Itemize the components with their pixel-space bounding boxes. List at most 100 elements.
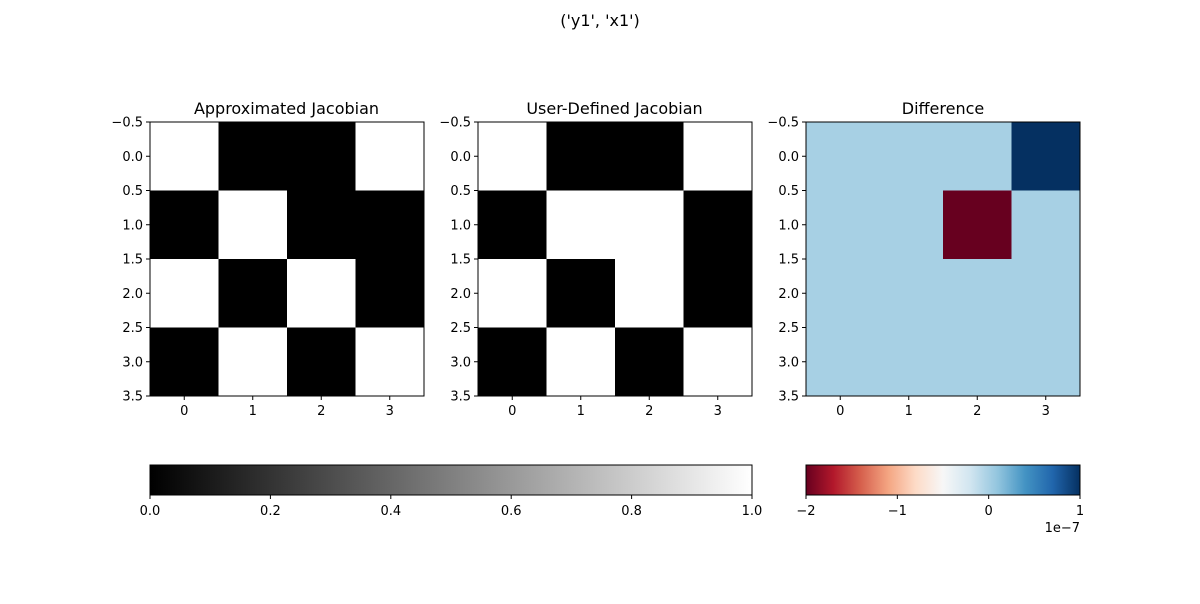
heatmap-cell (287, 122, 356, 191)
x-tick-label: 2 (973, 404, 981, 419)
y-tick-label: 1.0 (450, 218, 471, 233)
x-tick-label: 0 (180, 404, 188, 419)
heatmap-cell (806, 190, 875, 260)
heatmap-cell (683, 122, 753, 191)
y-tick-label: 2.0 (778, 287, 799, 302)
heatmap-cell (218, 122, 288, 191)
y-tick-label: 3.0 (122, 355, 143, 370)
y-tick-label: 1.0 (778, 218, 799, 233)
heatmap-cell (1011, 122, 1081, 191)
colorbar-tick-label: 0.0 (140, 504, 161, 519)
heatmap-cell (683, 190, 753, 260)
colorbar-tick-label: 0.4 (380, 504, 401, 519)
heatmap-cell (218, 259, 288, 328)
y-tick-label: 0.5 (450, 184, 471, 199)
heatmap-cell (874, 327, 944, 397)
heatmap-cell (1011, 327, 1081, 397)
heatmap-cell (546, 190, 616, 260)
panel-difference: Difference 0 1 2 3 −0.5 0.0 0.5 1.0 1.5 2.0 2.5 3.0… (767, 99, 1081, 419)
y-tick-label: 0.0 (122, 150, 143, 165)
heatmap-cell (287, 259, 356, 328)
heatmap-cell (943, 259, 1012, 328)
x-tick-label: 3 (714, 404, 722, 419)
heatmap-cell (150, 190, 219, 260)
heatmap-cell (683, 327, 753, 397)
y-tick-label: 0.0 (778, 150, 799, 165)
colorbar-tick-label: 1 (1076, 504, 1084, 519)
x-tick-label: 1 (577, 404, 585, 419)
y-tick-label: −0.5 (439, 116, 471, 131)
x-tick-label: 1 (905, 404, 913, 419)
x-tick-label: 3 (1042, 404, 1050, 419)
heatmap-cell (478, 259, 547, 328)
panel-approximated-jacobian: Approximated Jacobian 0 1 2 3 −0.5 0.0 0.5 1.0 1… (111, 99, 425, 419)
y-tick-label: 1.5 (122, 253, 143, 268)
heatmap-cell (478, 122, 547, 191)
colorbar-gradient (805, 464, 1081, 496)
heatmap-cell (615, 259, 684, 328)
heatmap-cell (150, 259, 219, 328)
y-tick-label: 2.5 (450, 321, 471, 336)
y-tick-label: 2.5 (122, 321, 143, 336)
colorbar-tick-label: 0 (985, 504, 993, 519)
y-tick-label: 1.0 (122, 218, 143, 233)
colorbar-rdbu: −2 −1 0 1 1e−7 (796, 464, 1084, 536)
heatmap-cell (943, 122, 1012, 191)
heatmap-cell (615, 327, 684, 397)
colorbar-tick-label: 1.0 (742, 504, 763, 519)
x-tick-label: 0 (836, 404, 844, 419)
heatmap-cell (1011, 259, 1081, 328)
heatmap-cell (874, 259, 944, 328)
heatmap-cell (478, 190, 547, 260)
heatmap-cell (355, 327, 425, 397)
panel-title: User-Defined Jacobian (526, 99, 702, 118)
axes-frame (805, 121, 1081, 397)
y-tick-label: 3.0 (450, 355, 471, 370)
y-tick-label: 3.5 (450, 390, 471, 405)
x-tick-label: 0 (508, 404, 516, 419)
x-tick-label: 2 (645, 404, 653, 419)
heatmap-cell (355, 190, 425, 260)
colorbar-tick-label: −2 (796, 504, 815, 519)
y-tick-label: 1.5 (778, 253, 799, 268)
axes-frame (149, 121, 425, 397)
y-tick-label: 3.5 (122, 390, 143, 405)
panel-title: Approximated Jacobian (194, 99, 379, 118)
y-tick-label: 0.5 (122, 184, 143, 199)
x-tick-label: 2 (317, 404, 325, 419)
heatmap-cell (1011, 190, 1081, 260)
colorbar-gradient (149, 464, 753, 496)
heatmap-cell (150, 122, 219, 191)
heatmap-cell (615, 122, 684, 191)
x-tick-label: 3 (386, 404, 394, 419)
heatmap-cell (546, 122, 616, 191)
heatmap-cell (615, 190, 684, 260)
heatmap-cell (355, 122, 425, 191)
colorbar-offset-label: 1e−7 (1045, 521, 1080, 536)
heatmap-cell (874, 122, 944, 191)
y-tick-label: 2.0 (122, 287, 143, 302)
heatmap-cell (806, 259, 875, 328)
heatmap-cell (478, 327, 547, 397)
heatmap-cell (874, 190, 944, 260)
colorbar-gray: 0.0 0.2 0.4 0.6 0.8 1.0 (140, 464, 763, 519)
y-tick-label: 2.0 (450, 287, 471, 302)
heatmap-cell (806, 327, 875, 397)
y-tick-label: −0.5 (767, 116, 799, 131)
panel-user-defined-jacobian: User-Defined Jacobian 0 1 2 3 −0.5 0.0 0.5 1.0 1… (439, 99, 753, 419)
figure-suptitle: ('y1', 'x1') (560, 11, 640, 30)
heatmap-cell (546, 259, 616, 328)
heatmap-cell (943, 190, 1012, 260)
y-tick-label: 0.5 (778, 184, 799, 199)
heatmap-cell (287, 190, 356, 260)
colorbar-tick-label: 0.2 (260, 504, 281, 519)
y-tick-label: 0.0 (450, 150, 471, 165)
y-tick-label: 3.0 (778, 355, 799, 370)
y-tick-label: 3.5 (778, 390, 799, 405)
heatmap-cell (683, 259, 753, 328)
colorbar-tick-label: −1 (888, 504, 907, 519)
heatmap-cell (150, 327, 219, 397)
axes-frame (477, 121, 753, 397)
